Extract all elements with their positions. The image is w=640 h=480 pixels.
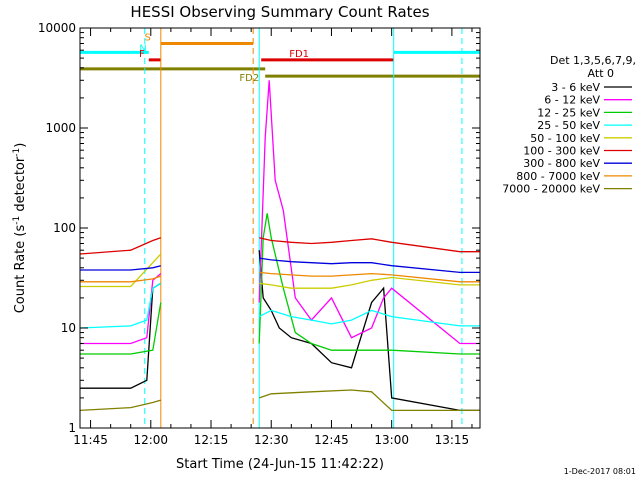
y-tick-label: 10000 [38, 21, 76, 35]
x-tick-label: 13:15 [435, 433, 470, 447]
series-line-9 [79, 389, 480, 412]
x-axis-ticks: 11:45 12:00 12:15 12:30 12:45 13:00 13:15 [73, 28, 473, 447]
y-label-sup2: -1 [12, 148, 22, 157]
x-axis-label: Start Time (24-Jun-15 11:42:22) [176, 457, 384, 472]
flag-label: F [139, 49, 145, 60]
x-tick-label: 13:00 [374, 433, 409, 447]
legend-label: 50 - 100 keV [530, 132, 600, 145]
x-tick-label: 12:30 [254, 433, 289, 447]
legend-label: 300 - 800 keV [523, 157, 600, 170]
y-tick-label: 100 [53, 221, 76, 235]
y-tick-label: 1 [68, 421, 76, 435]
date-stamp: 1-Dec-2017 08:01 [564, 467, 636, 476]
series-line-8 [80, 271, 480, 283]
y-tick-label: 1000 [45, 121, 76, 135]
chart-title: HESSI Observing Summary Count Rates [130, 3, 429, 21]
legend-label: 800 - 7000 keV [516, 170, 600, 183]
legend-header-1: Det 1,3,5,6,7,9, [550, 54, 636, 67]
series-line-6 [79, 237, 480, 255]
flag-label: S [144, 32, 150, 43]
series-line-4 [79, 282, 480, 329]
series-line-7 [80, 257, 480, 274]
legend-header-2: Att 0 [588, 67, 614, 80]
flag-label: FD1 [289, 49, 309, 60]
y-label-main: Count Rate (s [13, 225, 28, 314]
x-tick-label: 12:00 [133, 433, 168, 447]
y-label-mid: detector [13, 156, 28, 216]
series-line-3 [80, 213, 480, 355]
y-tick-label: 10 [61, 321, 76, 335]
legend-label: 6 - 12 keV [544, 94, 600, 107]
x-tick-label: 12:45 [314, 433, 349, 447]
x-tick-label: 12:15 [194, 433, 229, 447]
legend-label: 12 - 25 keV [537, 106, 600, 119]
legend-label: 25 - 50 keV [537, 119, 600, 132]
flag-label: FD2 [239, 73, 259, 84]
y-label-sup1: -1 [12, 216, 22, 225]
y-label-end: ) [13, 143, 28, 148]
y-axis-ticks: 1 10 100 1000 10000 [38, 21, 480, 435]
x-tick-label: 11:45 [73, 433, 108, 447]
flag-bars: SNF FD1 FD2 [80, 32, 480, 84]
legend-label: 3 - 6 keV [551, 81, 600, 94]
legend-label: 100 - 300 keV [523, 145, 600, 158]
legend-label: 7000 - 20000 keV [502, 183, 600, 196]
series-line-5 [80, 253, 480, 289]
flag-label: N [139, 43, 146, 54]
y-axis-label: Count Rate (s-1 detector-1) [12, 143, 28, 314]
series-lines [79, 80, 480, 412]
